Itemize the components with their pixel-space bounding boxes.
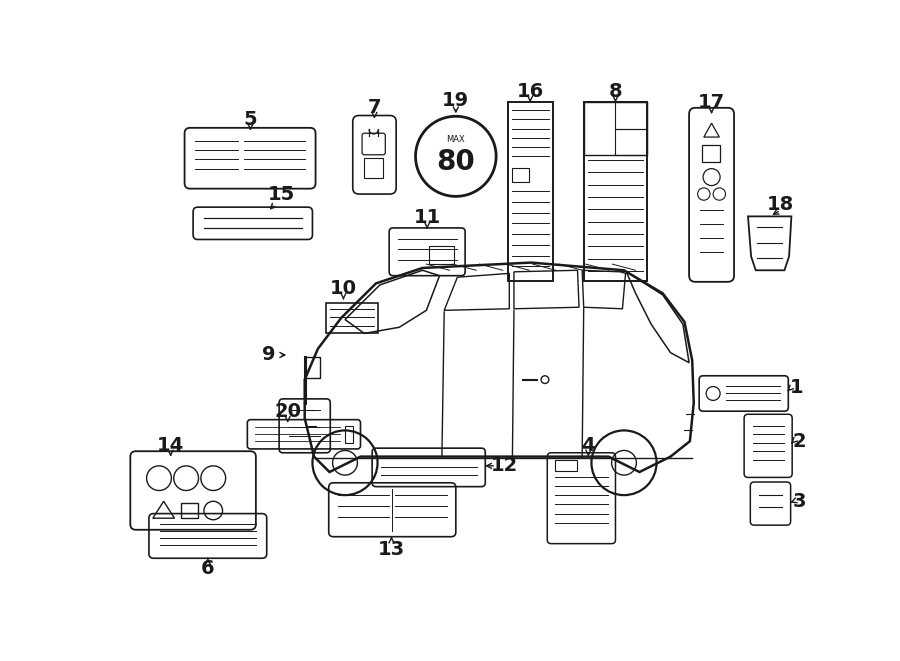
Text: 14: 14	[157, 436, 184, 455]
Text: 12: 12	[491, 456, 518, 475]
Text: 4: 4	[581, 436, 595, 455]
Text: 6: 6	[201, 559, 214, 578]
Text: 2: 2	[792, 432, 806, 451]
Text: 3: 3	[792, 492, 806, 511]
Text: 13: 13	[378, 539, 405, 559]
Text: 8: 8	[608, 82, 622, 101]
Text: MAX: MAX	[446, 135, 465, 144]
Text: 10: 10	[330, 279, 357, 298]
Text: 1: 1	[790, 378, 804, 397]
Bar	[181, 503, 198, 518]
Bar	[511, 168, 528, 182]
Text: 5: 5	[244, 110, 257, 129]
Text: 20: 20	[274, 403, 302, 422]
Bar	[508, 102, 553, 281]
Bar	[615, 102, 647, 129]
Bar	[428, 246, 454, 264]
Bar	[305, 356, 320, 378]
Bar	[345, 426, 353, 443]
Text: 18: 18	[767, 194, 794, 214]
Text: 80: 80	[436, 149, 475, 176]
Text: 9: 9	[262, 346, 275, 364]
Bar	[615, 129, 647, 155]
Bar	[584, 102, 647, 281]
Text: 7: 7	[368, 98, 382, 116]
Text: 19: 19	[442, 91, 470, 110]
Text: 11: 11	[413, 208, 441, 227]
Bar	[364, 158, 383, 178]
Text: 16: 16	[517, 82, 544, 101]
Bar	[584, 102, 647, 155]
Bar	[701, 145, 720, 162]
Text: 17: 17	[698, 93, 725, 112]
Text: 15: 15	[268, 185, 295, 204]
Bar	[326, 303, 378, 333]
Bar	[555, 461, 577, 471]
